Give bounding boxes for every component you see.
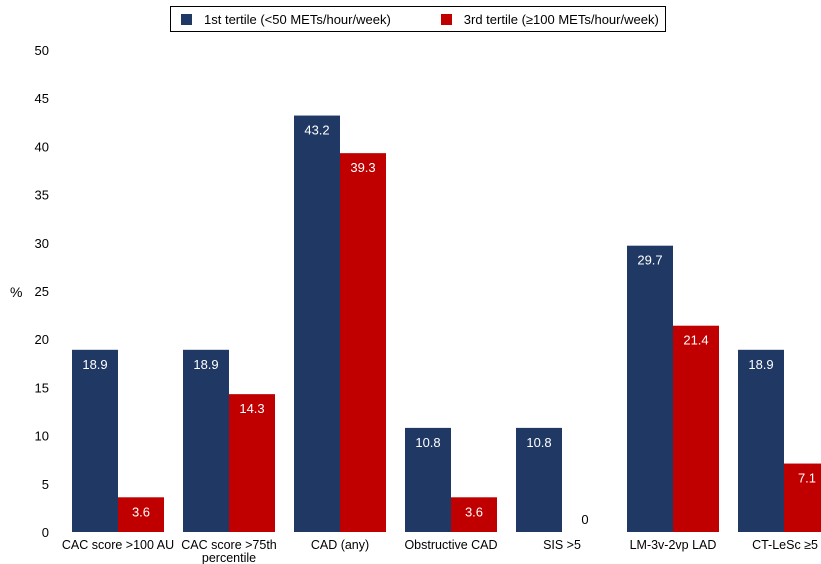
- x-category-label-0: CAC score >100 AU: [62, 538, 174, 552]
- y-tick-label: 20: [35, 332, 49, 347]
- legend: 1st tertile (<50 METs/hour/week) 3rd ter…: [170, 6, 666, 32]
- data-label-series-2-6: 7.1: [798, 471, 816, 486]
- y-tick-label: 0: [42, 525, 49, 540]
- bar-series-1-2: [294, 115, 340, 532]
- x-category-label-5: LM-3v-2vp LAD: [630, 538, 717, 552]
- y-axis-label: %: [10, 284, 23, 300]
- bar-series-1-0: [72, 349, 118, 532]
- data-label-series-2-3: 3.6: [465, 504, 483, 519]
- legend-swatch-series-1: [181, 13, 192, 25]
- data-label-series-1-0: 18.9: [82, 357, 107, 372]
- y-axis-ticks: 0 5 10 15 20 25 30 35 40 45 50: [35, 43, 49, 540]
- bar-series-2-3: [451, 497, 497, 532]
- legend-item-series-1: 1st tertile (<50 METs/hour/week): [181, 12, 391, 27]
- bar-series-1-5: [627, 245, 673, 532]
- legend-item-series-2: 3rd tertile (≥100 METs/hour/week): [440, 11, 659, 27]
- y-tick-label: 30: [35, 236, 49, 251]
- bar-series-1-4: [516, 427, 562, 532]
- data-label-series-2-5: 21.4: [683, 333, 708, 348]
- y-tick-label: 45: [35, 91, 49, 106]
- legend-swatch-series-2: [440, 13, 452, 25]
- data-label-series-1-1: 18.9: [193, 357, 218, 372]
- bars: 18.9 3.6 18.9 14.3 43.2 39.3 10.8 3.6 10.8 0 29.7 2…: [72, 115, 821, 532]
- data-label-series-1-5: 29.7: [637, 253, 662, 268]
- y-tick-label: 40: [35, 139, 49, 154]
- data-label-series-1-6: 18.9: [748, 357, 773, 372]
- bar-series-1-1: [183, 349, 229, 532]
- x-category-label-1: CAC score >75th percentile: [181, 538, 277, 564]
- data-label-series-2-1: 14.3: [239, 401, 264, 416]
- y-tick-label: 50: [35, 43, 49, 58]
- bar-series-2-5: [673, 325, 719, 532]
- data-label-series-2-4: 0: [581, 512, 588, 527]
- data-label-series-1-4: 10.8: [526, 435, 551, 450]
- x-category-label-3: Obstructive CAD: [404, 538, 497, 552]
- legend-label-series-2: 3rd tertile (≥100 METs/hour/week): [463, 11, 659, 27]
- y-tick-label: 10: [35, 429, 49, 444]
- data-label-series-1-3: 10.8: [415, 435, 440, 450]
- y-tick-label: 5: [42, 477, 49, 492]
- legend-label-series-1: 1st tertile (<50 METs/hour/week): [204, 11, 391, 27]
- bar-series-2-6: [784, 463, 821, 532]
- x-category-label-2: CAD (any): [311, 538, 369, 552]
- bar-series-1-3: [405, 427, 451, 532]
- y-tick-label: 25: [35, 284, 49, 299]
- bar-series-2-0: [118, 497, 164, 532]
- data-label-series-1-2: 43.2: [304, 123, 329, 138]
- x-category-label-6: CT-LeSc ≥5: [752, 538, 818, 552]
- bar-series-2-1: [229, 394, 275, 532]
- data-label-series-2-2: 39.3: [350, 160, 375, 175]
- y-tick-label: 15: [35, 380, 49, 395]
- x-category-label-4: SIS >5: [543, 538, 581, 552]
- bar-series-1-6: [738, 349, 784, 532]
- y-tick-label: 35: [35, 188, 49, 203]
- bar-series-2-2: [340, 153, 386, 532]
- data-label-series-2-0: 3.6: [132, 504, 150, 519]
- x-axis-labels: CAC score >100 AU CAC score >75th percenti…: [62, 538, 818, 564]
